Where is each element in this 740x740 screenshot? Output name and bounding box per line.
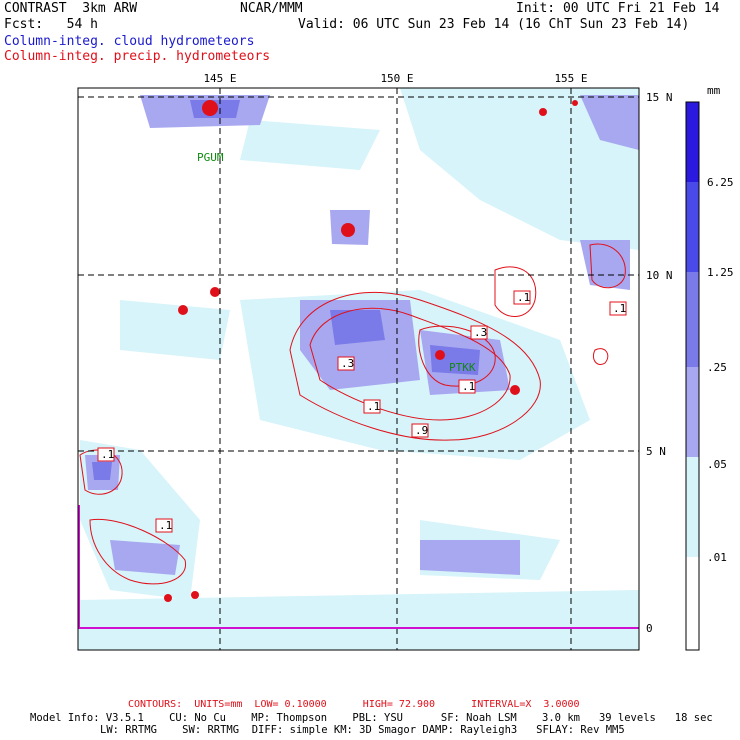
legend-level: 1.25 bbox=[707, 266, 734, 279]
contour-label: .3 bbox=[474, 326, 487, 339]
lat-label-15n: 15 N bbox=[646, 91, 673, 104]
lat-label-5n: 5 N bbox=[646, 445, 666, 458]
contour-label: .1 bbox=[101, 448, 114, 461]
color-legend: mm 6.25 1.25 .25 .05 .01 bbox=[685, 84, 734, 651]
model-title: CONTRAST 3km ARW bbox=[4, 1, 138, 16]
center-label: NCAR/MMM bbox=[240, 1, 303, 16]
precip-field-label: Column-integ. precip. hydrometeors bbox=[4, 49, 271, 64]
lon-label-145: 145 E bbox=[203, 72, 236, 85]
legend-level: 6.25 bbox=[707, 176, 734, 189]
contour-label: .1 bbox=[462, 380, 475, 393]
contour-labels: .1 .1 .3 .3 .1 .1 .9 .1 .1 bbox=[97, 290, 627, 533]
legend-unit: mm bbox=[707, 84, 721, 97]
contour-label: .3 bbox=[341, 357, 354, 370]
forecast-hour: Fcst: 54 h bbox=[4, 17, 98, 32]
valid-time: Valid: 06 UTC Sun 23 Feb 14 (16 ChT Sun … bbox=[298, 17, 690, 32]
lat-label-10n: 10 N bbox=[646, 269, 673, 282]
lon-label-150: 150 E bbox=[380, 72, 413, 85]
station-ptkk: PTKK bbox=[449, 361, 476, 374]
legend-level: .01 bbox=[707, 551, 727, 564]
lon-label-155: 155 E bbox=[554, 72, 587, 85]
lat-label-0: 0 bbox=[646, 622, 653, 635]
model-info-line1: Model Info: V3.5.1 CU: No Cu MP: Thompso… bbox=[30, 712, 713, 724]
cloud-hydrometeor-shading bbox=[78, 88, 639, 650]
contour-label: .9 bbox=[415, 424, 428, 437]
cloud-field-label: Column-integ. cloud hydrometeors bbox=[4, 34, 255, 49]
station-pgum: PGUM bbox=[197, 151, 224, 164]
model-info-line2: LW: RRTMG SW: RRTMG DIFF: simple KM: 3D … bbox=[100, 724, 625, 736]
contour-label: .1 bbox=[613, 302, 626, 315]
init-time: Init: 00 UTC Fri 21 Feb 14 bbox=[516, 1, 720, 16]
map-frame bbox=[77, 87, 640, 651]
legend-level: .05 bbox=[707, 458, 727, 471]
contour-label: .1 bbox=[159, 519, 172, 532]
legend-level: .25 bbox=[707, 361, 727, 374]
contours-info: CONTOURS: UNITS=mm LOW= 0.10000 HIGH= 72… bbox=[128, 699, 580, 710]
contour-label: .1 bbox=[517, 291, 530, 304]
contour-label: .1 bbox=[367, 400, 380, 413]
lat-lon-grid bbox=[78, 88, 639, 650]
